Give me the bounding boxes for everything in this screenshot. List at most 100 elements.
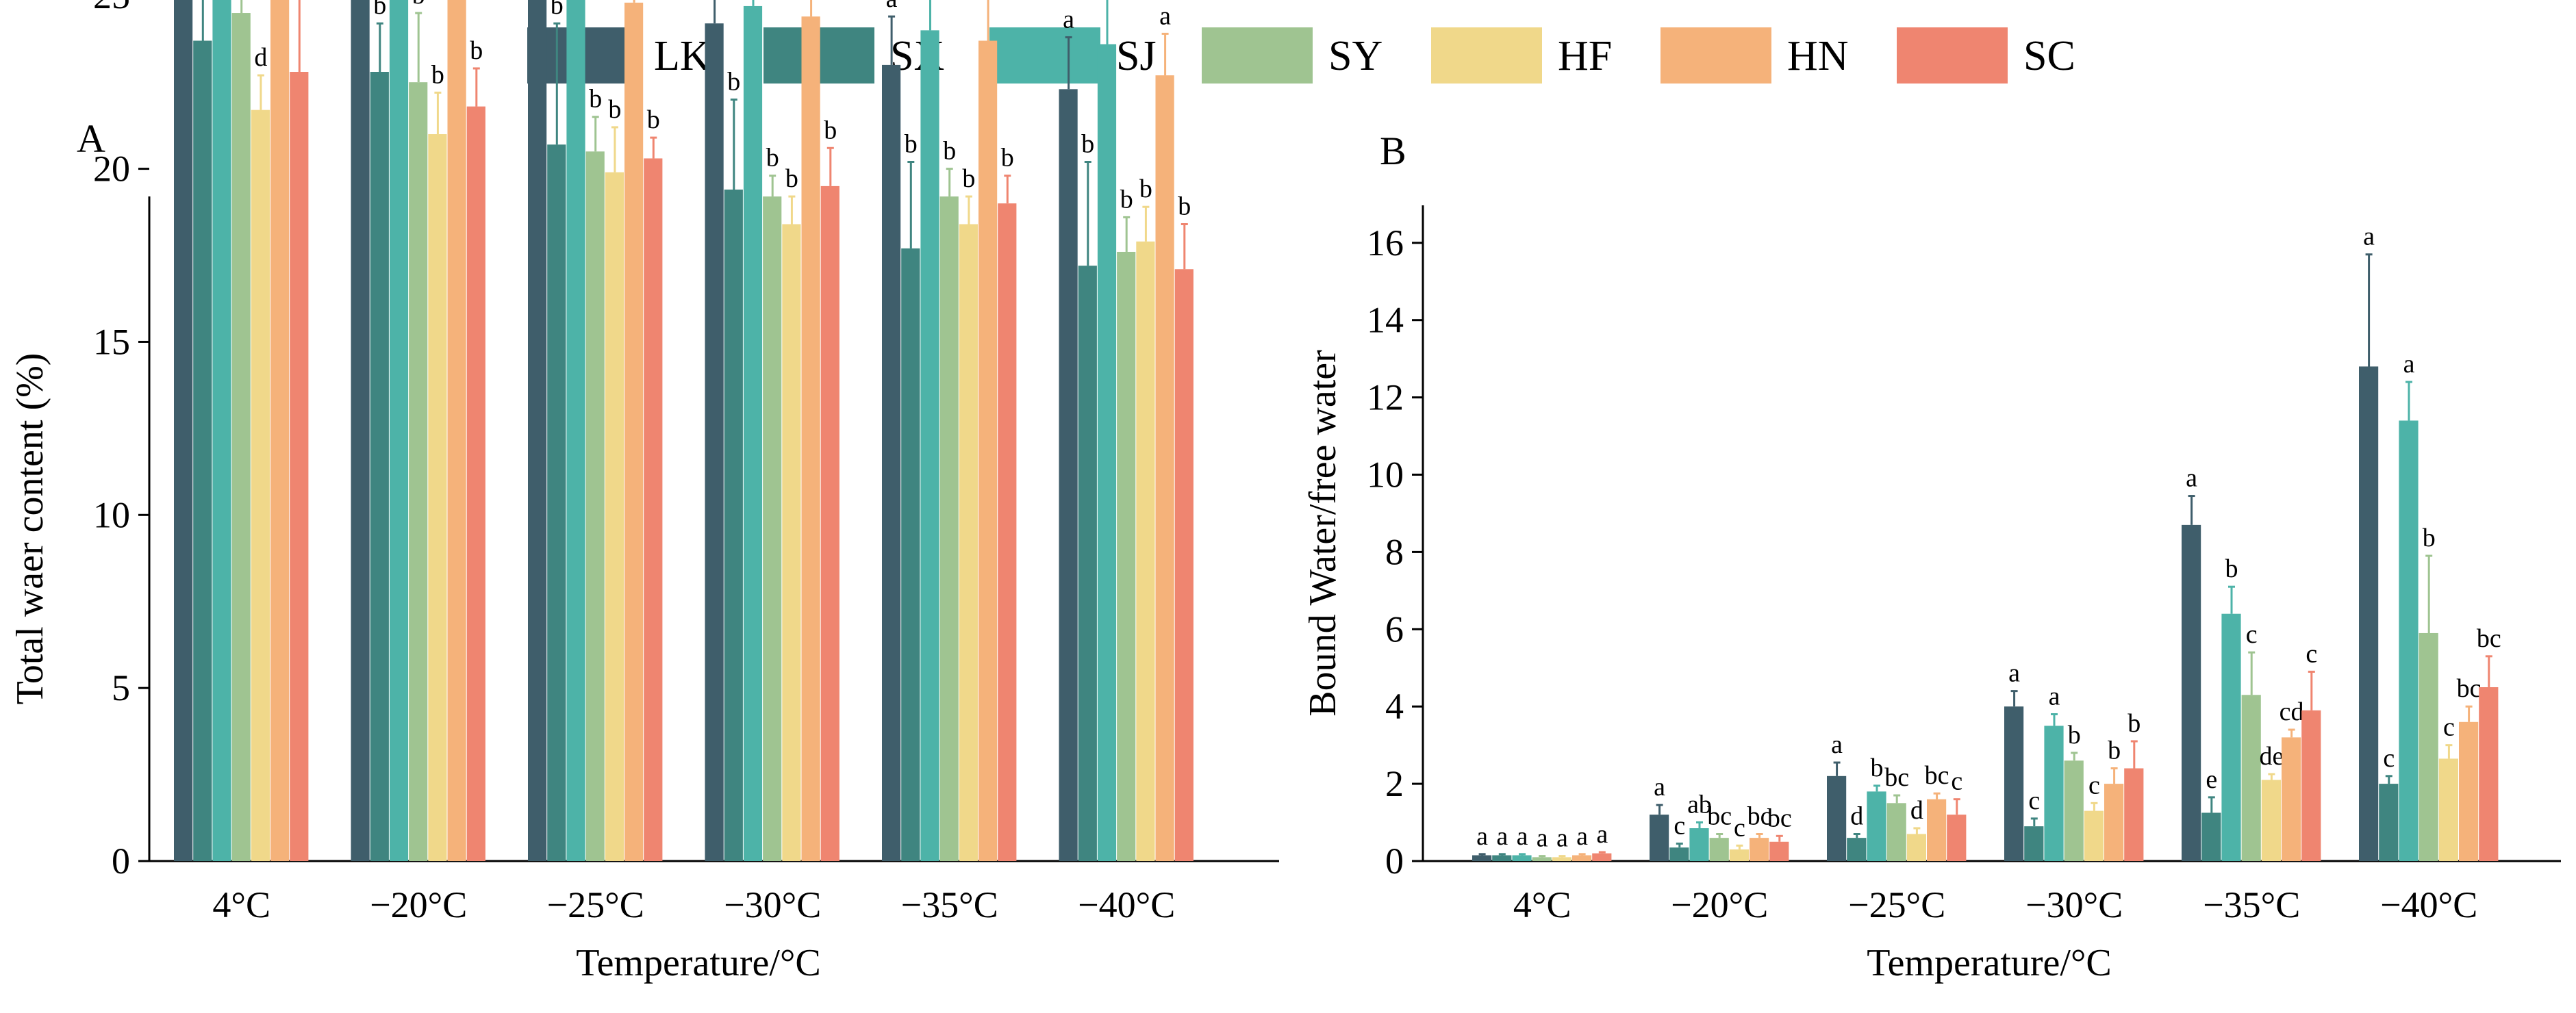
panel-a-bar-sx	[1078, 266, 1097, 861]
panel-b-bar-hn	[2459, 721, 2479, 861]
panel-b-bar-hn	[1750, 838, 1769, 861]
panel-b-significance-label: a	[1596, 820, 1608, 849]
panel-b-bar-sc	[1592, 853, 1612, 861]
panel-b-significance-label: b	[1871, 754, 1884, 782]
legend-label-sj: SJ	[1116, 33, 1157, 79]
panel-b-significance-label: a	[1476, 822, 1488, 851]
panel-b-bar-sc	[2479, 687, 2499, 861]
panel-b-bar-sc	[1947, 815, 1967, 861]
panel-a-bar-sj	[1097, 44, 1117, 862]
panel-a-significance-label: a	[1063, 5, 1074, 34]
panel-a-bar-sx	[724, 189, 743, 861]
panel-a-y-tick-label: 10	[93, 494, 130, 535]
panel-b-bar-sc	[2301, 710, 2321, 861]
panel-b-bar-lk	[1472, 855, 1492, 861]
panel-b-significance-label: a	[2008, 659, 2020, 688]
panel-a-y-tick-label: 5	[112, 667, 130, 708]
panel-b-significance-label: a	[1517, 822, 1528, 851]
panel-a-bar-sy	[1117, 251, 1136, 861]
legend-label-hf: HF	[1558, 33, 1612, 79]
panel-a-bar-sx	[547, 144, 566, 861]
panel-a-significance-label: b	[470, 36, 483, 65]
panel-a-bar-lk	[882, 64, 901, 861]
panel-a-significance-label: b	[1178, 192, 1191, 221]
panel-b-bar-sy	[1709, 838, 1729, 861]
legend-swatch-sy	[1202, 27, 1313, 84]
panel-a-bar-hn	[447, 0, 466, 861]
panel-b-bar-sc	[2124, 768, 2144, 861]
panel-b-significance-label: a	[1537, 824, 1548, 853]
legend-swatch-sc	[1897, 27, 2008, 84]
panel-a-x-tick-label: −35°C	[901, 884, 998, 925]
panel-a-significance-label: b	[727, 67, 740, 96]
panel-b-significance-label: de	[2259, 742, 2284, 771]
panel-a-chart: 051015202530354°C−20°C−25°C−30°C−35°C−40…	[9, 0, 1279, 984]
panel-a-y-tick-label: 20	[93, 149, 130, 190]
panel-b-significance-label: a	[1831, 730, 1843, 759]
panel-b-significance-label: b	[2068, 721, 2081, 749]
panel-a-bar-hn	[624, 2, 644, 861]
panel-a-y-tick-label: 25	[93, 0, 130, 16]
panel-a-significance-label: b	[905, 129, 918, 158]
panel-a-significance-label: b	[1081, 129, 1094, 158]
panel-b-significance-label: a	[2403, 350, 2415, 379]
panel-b-bar-hf	[1552, 857, 1571, 861]
legend-label-sy: SY	[1328, 33, 1382, 79]
panel-b-bar-sy	[2241, 695, 2261, 861]
panel-a-x-tick-label: −30°C	[724, 884, 821, 925]
panel-b-significance-label: b	[2108, 736, 2121, 765]
panel-b-bar-sc	[1769, 841, 1789, 861]
panel-a-bar-sc	[820, 185, 839, 861]
panel-a-bar-hf	[605, 172, 624, 862]
panel-a-bar-hf	[782, 224, 801, 862]
panel-b-x-tick-label: −30°C	[2025, 884, 2123, 925]
panel-b-significance-label: bc	[2457, 674, 2482, 703]
panel-b-significance-label: bc	[1884, 763, 1909, 792]
panel-b-bar-sy	[2064, 760, 2084, 861]
panel-a-significance-label: b	[943, 137, 956, 166]
panel-b-significance-label: ab	[1687, 791, 1712, 819]
panel-b-bar-sx	[2024, 826, 2044, 861]
panel-b-y-tick-label: 12	[1367, 377, 1404, 418]
panel-b-x-tick-label: −20°C	[1671, 884, 1768, 925]
panel-b-bar-hn	[2104, 784, 2124, 861]
panel-a-significance-label: b	[766, 144, 779, 172]
panel-b-bar-sy	[2419, 632, 2438, 861]
panel-b-significance-label: b	[2225, 554, 2238, 583]
panel-a-significance-label: a	[886, 0, 898, 13]
panel-b-significance-label: b	[2127, 709, 2141, 738]
panel-a-bar-hf	[428, 134, 447, 861]
panel-b-bar-lk	[2182, 524, 2201, 861]
panel-b-x-tick-label: −40°C	[2380, 884, 2477, 925]
panel-b-significance-label: a	[1654, 773, 1665, 802]
panel-b-significance-label: c	[2028, 786, 2040, 815]
panel-b-bar-hf	[2438, 758, 2458, 861]
panel-b-significance-label: a	[2049, 682, 2060, 710]
panel-b-chart: 0 2 4 6 8 10 12 14 16 4°C −20°C −25°C −30°C −35°C −40°…	[1302, 205, 2561, 984]
panel-a-significance-label: d	[254, 43, 267, 72]
panel-a-bar-sj	[743, 5, 763, 861]
panel-b-significance-label: c	[2088, 771, 2100, 799]
panel-a-bar-lk	[1059, 89, 1078, 861]
panel-a-significance-label: b	[1001, 144, 1014, 172]
panel-a-label: A	[77, 116, 105, 161]
panel-b-significance-label: cd	[2280, 697, 2304, 726]
panel-a-bar-hn	[270, 0, 290, 861]
panel-a-significance-label: b	[412, 0, 425, 10]
panel-b-bar-lk	[2359, 366, 2379, 861]
panel-b-bar-hf	[1729, 849, 1749, 861]
panel-b-significance-label: c	[2383, 744, 2395, 773]
panel-b-bar-sj	[1689, 828, 1709, 861]
panel-a-bar-sj	[389, 0, 409, 861]
panel-a-x-tick-label: −20°C	[370, 884, 467, 925]
panel-a-x-tick-label: −25°C	[547, 884, 644, 925]
panel-b-significance-label: a	[2363, 222, 2375, 251]
legend-label-sc: SC	[2023, 33, 2075, 79]
panel-a-bar-hf	[959, 224, 978, 862]
panel-a-significance-label: b	[785, 164, 798, 193]
panel-b-y-tick-label: 14	[1367, 300, 1404, 341]
panel-a-bar-sc	[1174, 269, 1194, 861]
panel-a-bar-sj	[212, 0, 231, 862]
panel-b-x-tick-label: −25°C	[1848, 884, 1945, 925]
panel-a-significance-label: a	[1159, 1, 1171, 30]
